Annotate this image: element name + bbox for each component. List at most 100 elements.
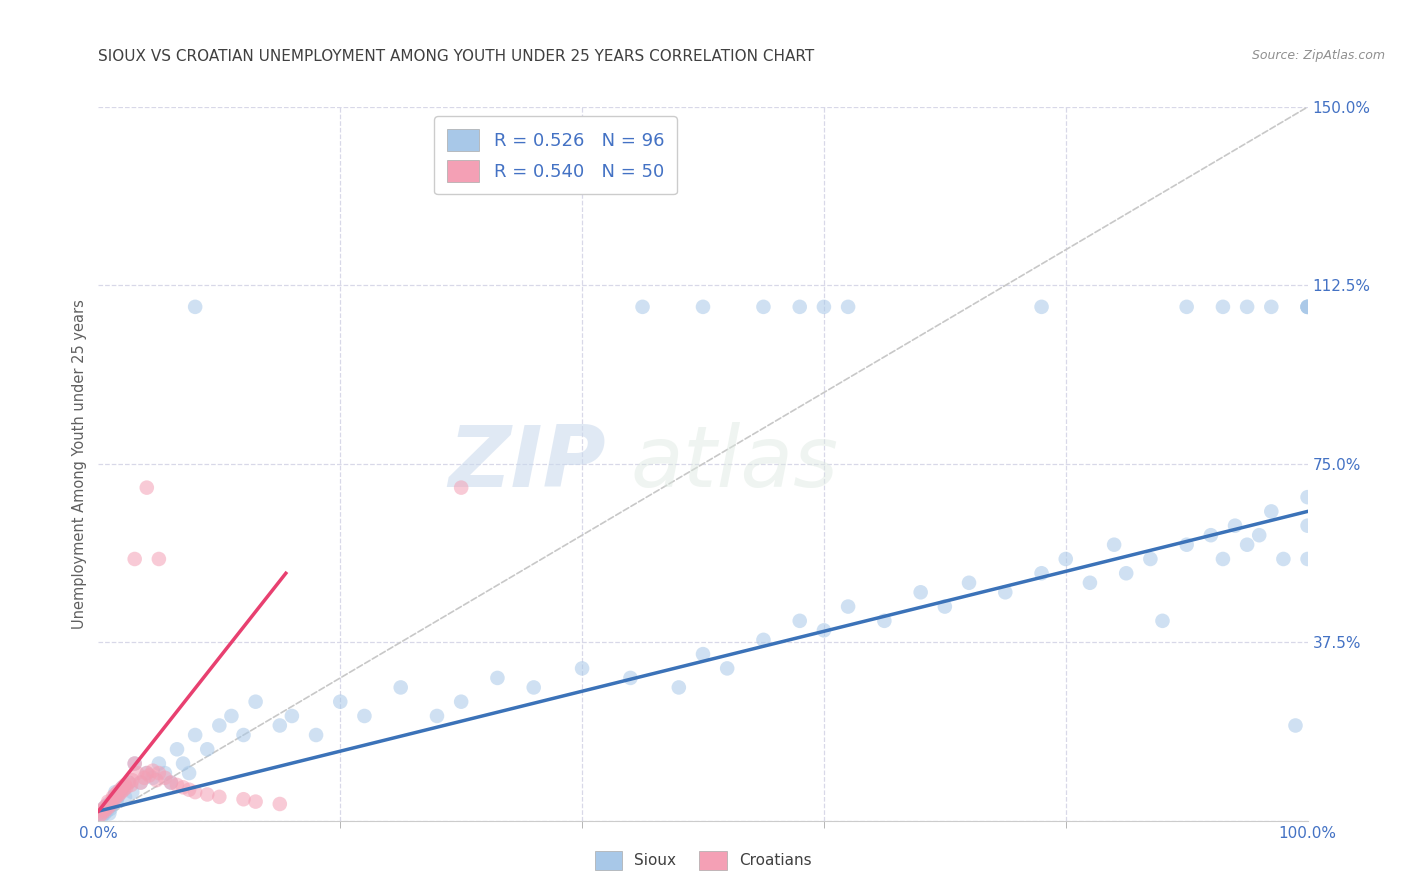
Point (184, 300, 207, 314)
Point (98, 806, 121, 821)
Point (120, 778, 142, 792)
Point (134, 771, 156, 785)
Point (142, 764, 165, 778)
Point (97, 797, 120, 811)
Point (994, 585, 1017, 599)
Point (107, 785, 129, 799)
Point (486, 671, 509, 685)
Point (269, 797, 291, 811)
Point (145, 773, 167, 788)
Point (124, 756, 146, 771)
Point (450, 481, 472, 495)
Point (172, 756, 194, 771)
Point (94, 799, 117, 814)
Point (91, 802, 114, 816)
Point (115, 780, 138, 795)
Point (1260, 300, 1282, 314)
Point (208, 718, 231, 732)
Point (353, 709, 375, 723)
Point (111, 780, 134, 795)
Point (110, 785, 132, 799)
Point (1223, 518, 1246, 533)
Text: atlas: atlas (630, 422, 838, 506)
Text: Source: ZipAtlas.com: Source: ZipAtlas.com (1251, 49, 1385, 62)
Point (752, 632, 775, 647)
Point (1236, 300, 1258, 314)
Y-axis label: Unemployment Among Youth under 25 years: Unemployment Among Youth under 25 years (72, 299, 87, 629)
Point (1296, 490, 1319, 504)
Point (114, 789, 136, 804)
Point (619, 671, 641, 685)
Legend: Sioux, Croatians: Sioux, Croatians (586, 843, 820, 877)
Point (184, 728, 207, 742)
Point (124, 552, 146, 566)
Point (245, 795, 267, 809)
Point (142, 771, 165, 785)
Point (1212, 552, 1234, 566)
Point (100, 797, 122, 811)
Point (957, 575, 980, 590)
Point (166, 742, 188, 756)
Point (108, 785, 131, 799)
Point (96, 804, 118, 818)
Point (1102, 538, 1125, 552)
Point (873, 614, 896, 628)
Point (135, 481, 157, 495)
Point (752, 300, 775, 314)
Point (232, 792, 254, 806)
Point (166, 778, 188, 792)
Point (1054, 552, 1077, 566)
Point (100, 797, 122, 811)
Point (148, 766, 170, 780)
Point (108, 788, 131, 802)
Point (91, 806, 114, 821)
Point (1078, 575, 1101, 590)
Point (172, 780, 194, 795)
Point (105, 789, 128, 804)
Point (100, 802, 122, 816)
Point (107, 789, 129, 804)
Point (668, 681, 690, 695)
Point (118, 775, 141, 789)
Point (1296, 552, 1319, 566)
Point (98, 799, 121, 814)
Point (1199, 528, 1222, 542)
Point (93, 806, 115, 821)
Point (450, 695, 472, 709)
Point (105, 795, 128, 809)
Point (1284, 718, 1306, 732)
Point (692, 300, 714, 314)
Point (195, 788, 218, 802)
Point (523, 681, 546, 695)
Point (138, 768, 160, 782)
Point (1031, 300, 1053, 314)
Point (789, 300, 811, 314)
Point (91, 802, 114, 816)
Point (692, 647, 714, 661)
Point (195, 742, 218, 756)
Point (232, 728, 254, 742)
Point (1175, 300, 1198, 314)
Point (129, 775, 152, 789)
Point (837, 599, 859, 614)
Point (93, 804, 115, 818)
Point (1296, 518, 1319, 533)
Point (245, 695, 267, 709)
Point (103, 789, 125, 804)
Point (177, 766, 201, 780)
Point (97, 795, 120, 809)
Point (100, 795, 122, 809)
Point (837, 300, 859, 314)
Point (1152, 614, 1174, 628)
Point (789, 614, 811, 628)
Point (104, 788, 127, 802)
Point (910, 585, 932, 599)
Point (1031, 566, 1053, 581)
Point (160, 775, 183, 789)
Point (813, 624, 835, 638)
Point (94, 799, 117, 814)
Point (153, 766, 176, 780)
Point (121, 773, 143, 788)
Point (118, 775, 141, 789)
Point (1296, 300, 1319, 314)
